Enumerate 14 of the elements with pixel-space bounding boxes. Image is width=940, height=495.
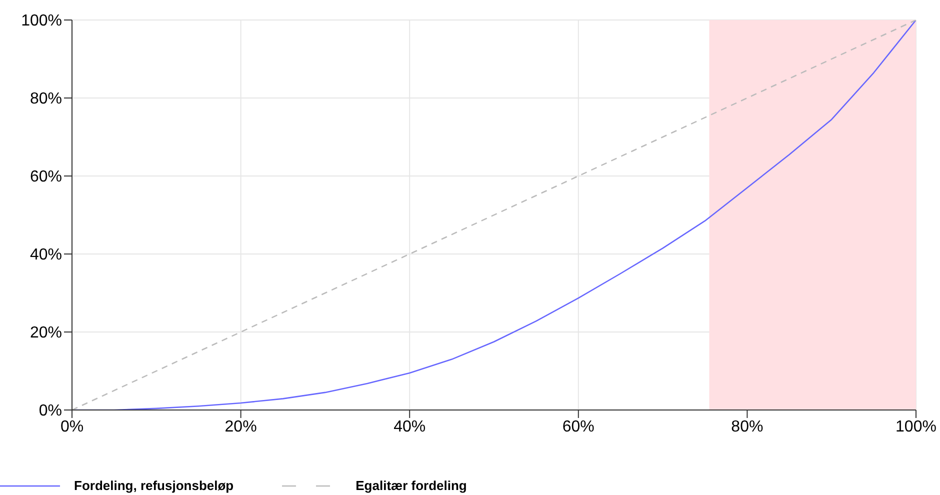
x-tick-label: 20%	[224, 418, 257, 436]
y-tick-label: 20%	[30, 324, 62, 342]
legend-label: Fordeling, refusjonsbeløp	[74, 478, 234, 493]
y-tick-label: 80%	[30, 90, 62, 108]
x-tick-label: 40%	[394, 418, 426, 436]
x-tick-label: 0%	[60, 418, 84, 436]
x-tick-label: 100%	[896, 418, 936, 436]
y-tick-label: 100%	[21, 12, 62, 30]
x-tick-label: 60%	[562, 418, 594, 436]
y-tick-label: 0%	[38, 402, 62, 420]
y-tick-label: 40%	[30, 246, 62, 264]
legend-label: Egalitær fordeling	[356, 478, 467, 493]
y-tick-label: 60%	[30, 168, 62, 186]
x-tick-label: 80%	[731, 418, 764, 436]
